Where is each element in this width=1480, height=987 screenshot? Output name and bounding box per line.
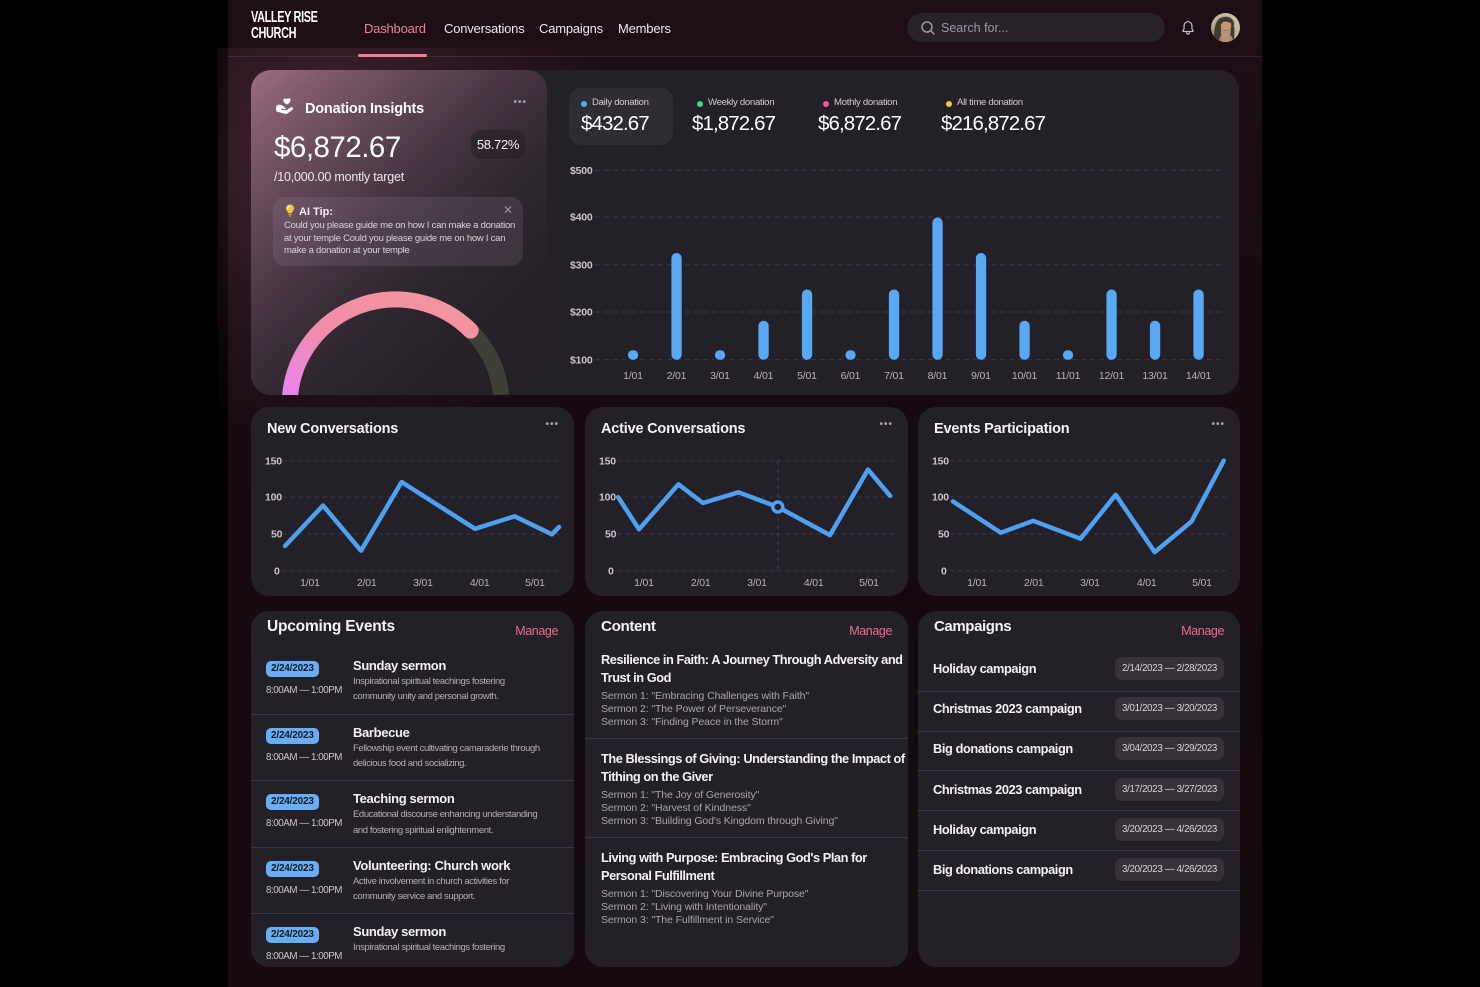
svg-text:0: 0	[608, 565, 614, 577]
svg-text:4/01: 4/01	[1137, 577, 1157, 589]
svg-text:$100: $100	[570, 354, 593, 366]
svg-text:100: 100	[932, 492, 949, 504]
svg-text:14/01: 14/01	[1186, 370, 1212, 382]
svg-text:50: 50	[605, 529, 617, 541]
svg-text:1/01: 1/01	[300, 577, 320, 589]
svg-text:150: 150	[932, 455, 949, 467]
svg-text:5/01: 5/01	[859, 577, 879, 589]
svg-text:1/01: 1/01	[967, 577, 987, 589]
svg-text:100: 100	[265, 492, 282, 504]
svg-text:5/01: 5/01	[797, 370, 817, 382]
svg-text:10/01: 10/01	[1012, 370, 1038, 382]
svg-text:50: 50	[271, 529, 283, 541]
svg-text:$500: $500	[570, 165, 593, 177]
svg-text:6/01: 6/01	[841, 370, 861, 382]
svg-text:2/01: 2/01	[691, 577, 711, 589]
svg-text:13/01: 13/01	[1142, 370, 1168, 382]
svg-text:50: 50	[938, 529, 950, 541]
svg-text:100: 100	[599, 492, 616, 504]
svg-text:2/01: 2/01	[667, 370, 687, 382]
svg-text:150: 150	[265, 455, 282, 467]
svg-text:4/01: 4/01	[804, 577, 824, 589]
svg-text:3/01: 3/01	[413, 577, 433, 589]
svg-text:3/01: 3/01	[1080, 577, 1100, 589]
svg-text:0: 0	[274, 565, 280, 577]
svg-text:12/01: 12/01	[1099, 370, 1125, 382]
svg-text:4/01: 4/01	[754, 370, 774, 382]
svg-text:$200: $200	[570, 307, 593, 319]
svg-text:2/01: 2/01	[1024, 577, 1044, 589]
svg-text:$300: $300	[570, 260, 593, 272]
svg-text:3/01: 3/01	[747, 577, 767, 589]
svg-text:2/01: 2/01	[357, 577, 377, 589]
svg-text:150: 150	[599, 455, 616, 467]
svg-text:3/01: 3/01	[710, 370, 730, 382]
svg-text:8/01: 8/01	[928, 370, 948, 382]
svg-text:5/01: 5/01	[525, 577, 545, 589]
svg-text:11/01: 11/01	[1056, 370, 1081, 382]
svg-text:1/01: 1/01	[623, 370, 643, 382]
svg-text:$400: $400	[570, 212, 593, 224]
svg-text:0: 0	[941, 565, 947, 577]
svg-text:7/01: 7/01	[884, 370, 904, 382]
svg-text:1/01: 1/01	[634, 577, 654, 589]
svg-text:4/01: 4/01	[470, 577, 490, 589]
svg-text:5/01: 5/01	[1192, 577, 1212, 589]
svg-text:9/01: 9/01	[971, 370, 991, 382]
